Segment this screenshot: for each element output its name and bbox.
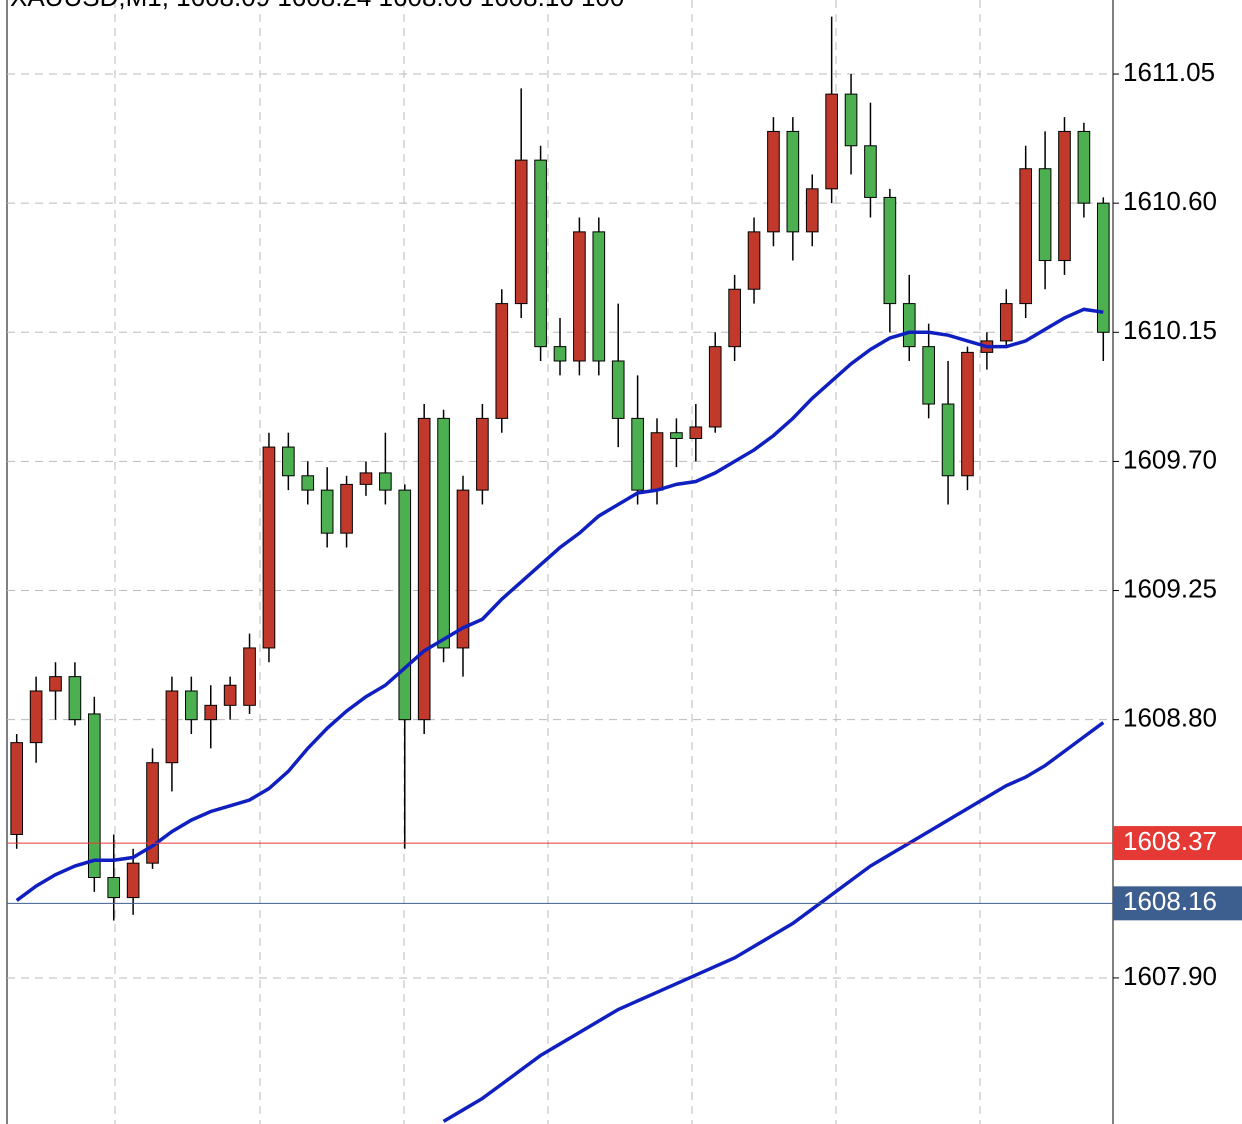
candle-body bbox=[941, 403, 955, 477]
y-tick-label: 1608.80 bbox=[1123, 703, 1217, 733]
candle-body bbox=[825, 93, 838, 190]
candle-body bbox=[476, 417, 489, 491]
candle-body bbox=[29, 690, 43, 744]
y-tick-label: 1607.90 bbox=[1123, 961, 1217, 991]
y-tick-label: 1611.05 bbox=[1123, 57, 1215, 87]
price-label-box bbox=[1113, 886, 1242, 921]
candle-body bbox=[573, 231, 586, 362]
candle-body bbox=[805, 188, 819, 233]
candle-body bbox=[689, 426, 703, 439]
price-label: 1608.16 bbox=[1123, 886, 1217, 916]
candle-body bbox=[728, 288, 741, 348]
candle-body bbox=[631, 417, 644, 491]
candle-body bbox=[844, 93, 858, 147]
candle-body bbox=[301, 475, 315, 491]
candle-body bbox=[165, 690, 179, 764]
candle-body bbox=[922, 346, 935, 405]
candle-body bbox=[1058, 130, 1071, 262]
candle-body bbox=[767, 130, 780, 233]
candle-body bbox=[864, 145, 877, 198]
candle-body bbox=[902, 303, 916, 348]
candle-body bbox=[553, 346, 567, 362]
candle-body bbox=[592, 231, 606, 362]
candle-body bbox=[49, 676, 62, 692]
candle-body bbox=[262, 446, 276, 649]
candle-body bbox=[146, 762, 159, 864]
candle-body bbox=[708, 346, 722, 428]
candle-body bbox=[650, 432, 664, 491]
candle-body bbox=[282, 446, 295, 477]
candle-body bbox=[961, 351, 974, 477]
candle-body bbox=[126, 862, 140, 899]
price-label: 1608.37 bbox=[1123, 826, 1217, 856]
candle-body bbox=[437, 417, 450, 649]
candle-body bbox=[359, 472, 373, 485]
candle-body bbox=[87, 713, 101, 879]
candle-body bbox=[68, 676, 82, 721]
candle-body bbox=[670, 432, 683, 439]
y-tick-label: 1610.15 bbox=[1123, 315, 1217, 345]
candle-body bbox=[340, 483, 353, 534]
candle-body bbox=[495, 303, 509, 419]
candle-body bbox=[417, 417, 431, 721]
candle-body bbox=[1038, 168, 1052, 262]
candle-body bbox=[10, 742, 24, 835]
candle-body bbox=[243, 647, 256, 706]
candle-body bbox=[786, 130, 800, 233]
candle-body bbox=[185, 690, 198, 721]
moving-average bbox=[15, 307, 1104, 902]
candle-body bbox=[611, 360, 625, 419]
candle-body bbox=[514, 159, 528, 305]
candle-body bbox=[747, 231, 761, 290]
candle-body bbox=[223, 684, 237, 706]
candle-body bbox=[1077, 130, 1091, 204]
candle-body bbox=[883, 196, 897, 305]
y-tick-label: 1609.25 bbox=[1123, 573, 1217, 603]
chart-title: XAUUSD,M1, 1608.09 1608.24 1608.06 1608.… bbox=[10, 0, 624, 12]
price-label-box bbox=[1113, 826, 1242, 861]
y-tick-label: 1609.70 bbox=[1123, 444, 1217, 474]
candle-body bbox=[999, 303, 1013, 342]
candle-body bbox=[398, 489, 412, 721]
candle-body bbox=[1019, 168, 1033, 305]
candle-body bbox=[204, 704, 218, 721]
candle-body bbox=[320, 489, 334, 534]
candle-body bbox=[107, 877, 121, 899]
candle-body bbox=[534, 159, 547, 348]
candle-body bbox=[379, 472, 392, 491]
candle-body bbox=[1096, 202, 1110, 333]
moving-average bbox=[442, 721, 1105, 1123]
y-tick-label: 1610.60 bbox=[1123, 186, 1217, 216]
candle-body bbox=[456, 489, 470, 649]
